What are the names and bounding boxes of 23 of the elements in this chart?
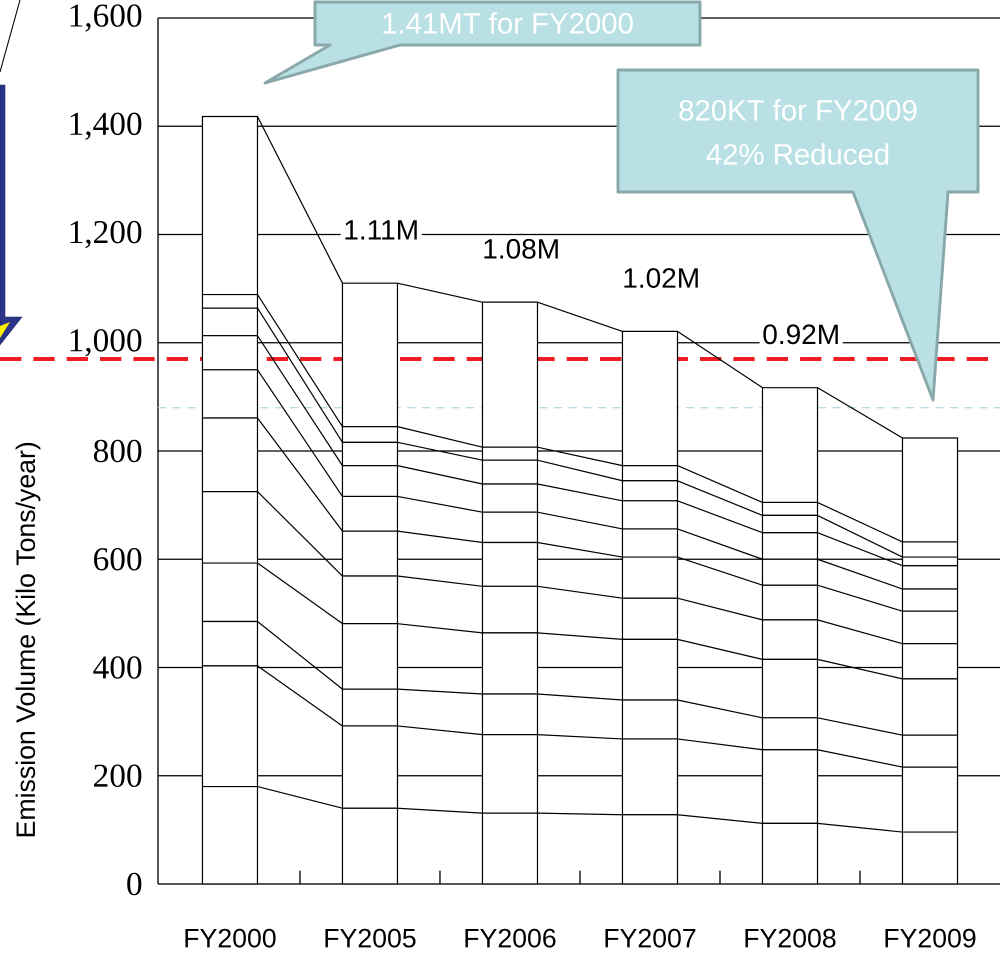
y-tick-label: 1,000: [70, 329, 142, 356]
y-tick-label: 1,200: [70, 220, 142, 248]
total-label: 1.08M: [484, 238, 558, 259]
y-tick-label: 1,600: [70, 4, 142, 32]
total-label: 0.92M: [763, 324, 838, 344]
annotation: 1.41MT for FY2000: [383, 12, 633, 34]
y-tick-label: 800: [94, 440, 142, 462]
annotation: 820KT for FY2009: [679, 99, 916, 121]
total-label: 1.02M: [624, 268, 698, 288]
y-tick-label: 400: [93, 656, 142, 679]
y-axis-title: Emission Volume (Kilo Tons/year): [16, 442, 40, 836]
y-tick-label: 600: [94, 548, 142, 571]
x-tick-label: FY2008: [745, 928, 836, 948]
annotation: 42% Reduced: [706, 143, 888, 165]
total-label: 1.11M: [345, 220, 417, 240]
x-tick-label: FY2007: [605, 928, 696, 948]
x-tick-label: FY2005: [325, 928, 416, 948]
y-tick-label: 1,400: [70, 112, 142, 140]
x-tick-label: FY2000: [185, 928, 276, 948]
x-tick-label: FY2006: [465, 928, 556, 948]
y-tick-label: 200: [94, 764, 142, 788]
x-tick-label: FY2009: [886, 928, 976, 948]
y-tick-label: 0: [127, 872, 142, 896]
